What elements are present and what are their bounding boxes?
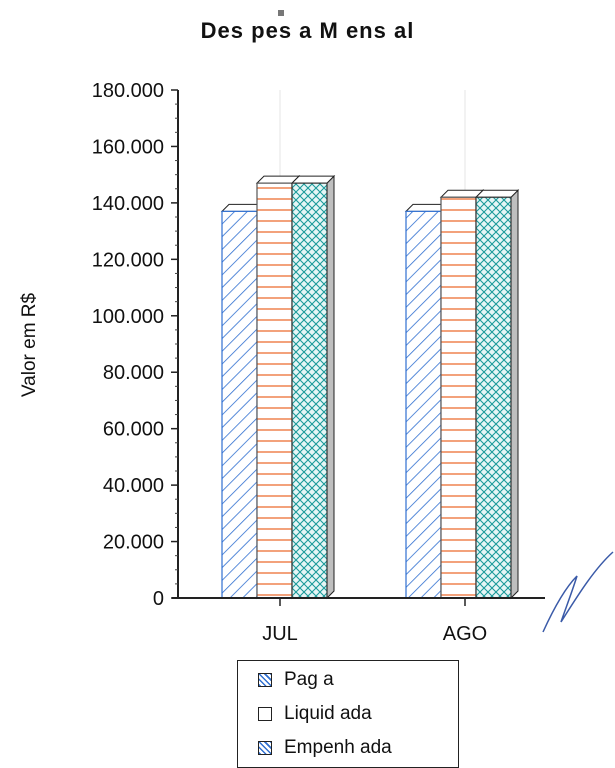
y-tick-label-3: 60.000	[103, 419, 164, 441]
y-tick-label-9: 180.000	[92, 80, 164, 102]
y-tick-label-2: 40.000	[103, 475, 164, 497]
y-tick-label-5: 100.000	[92, 306, 164, 328]
x-tick-label-jul: JUL	[262, 623, 298, 645]
bar-liquidada-ago	[440, 196, 477, 599]
legend-item-liquidada: Liquid ada	[258, 703, 372, 725]
y-tick-label-7: 140.000	[92, 193, 164, 215]
legend-item-empenhada: Empenh ada	[258, 737, 392, 759]
legend-label-liquidada: Liquid ada	[284, 703, 372, 724]
bar-empenhada-jul	[221, 210, 258, 599]
title-mark	[278, 10, 284, 16]
bar-empenhada-ago	[405, 210, 442, 599]
legend-label-empenhada: Empenh ada	[284, 737, 392, 758]
bar-paga-jul	[291, 182, 328, 599]
blank-swatch-icon	[258, 707, 272, 721]
legend-label-paga: Pag a	[284, 669, 334, 690]
y-tick-label-0: 0	[153, 588, 164, 610]
bar-top-paga-jul	[290, 175, 336, 184]
bar-paga-ago	[475, 196, 512, 599]
crosshatch-swatch-icon	[258, 673, 272, 687]
bar-liquidada-jul	[256, 182, 293, 599]
y-tick-label-6: 120.000	[92, 249, 164, 271]
bar-top-paga-ago	[474, 189, 520, 198]
y-tick-label-4: 80.000	[103, 362, 164, 384]
x-tick-label-ago: AGO	[443, 623, 487, 645]
y-tick-label-8: 160.000	[92, 136, 164, 158]
bar-side-paga-ago	[510, 189, 519, 600]
bar-side-paga-jul	[326, 174, 335, 600]
signature-mark	[542, 551, 614, 633]
legend: Pag a Liquid ada Empenh ada	[237, 660, 459, 768]
diagonal-swatch-icon	[258, 741, 272, 755]
chart-title: Des pes a M ens al	[200, 18, 415, 43]
y-tick-label-1: 20.000	[103, 532, 164, 554]
legend-item-paga: Pag a	[258, 669, 334, 691]
